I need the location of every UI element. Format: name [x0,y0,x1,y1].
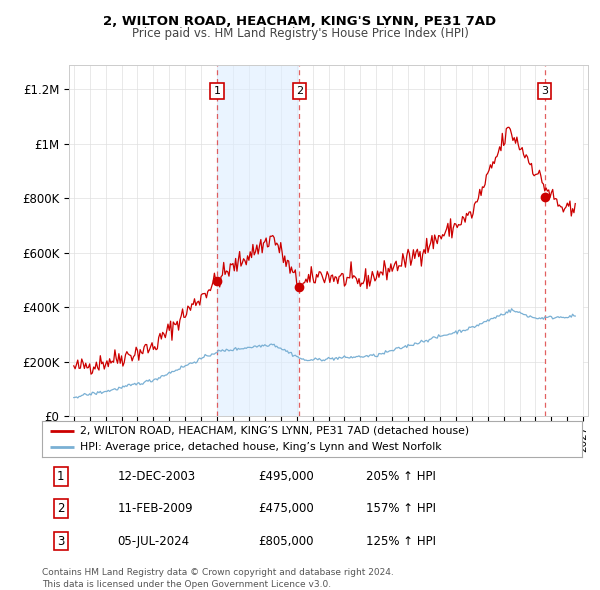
Text: £805,000: £805,000 [258,535,314,548]
Text: 157% ↑ HPI: 157% ↑ HPI [366,502,436,516]
Text: £475,000: £475,000 [258,502,314,516]
Text: 05-JUL-2024: 05-JUL-2024 [118,535,190,548]
Text: 125% ↑ HPI: 125% ↑ HPI [366,535,436,548]
Bar [545,65,583,416]
Text: 3: 3 [57,535,65,548]
Text: 1: 1 [57,470,65,483]
Text: 205% ↑ HPI: 205% ↑ HPI [366,470,436,483]
Bar [545,65,583,416]
Text: 1: 1 [214,86,221,96]
Text: £495,000: £495,000 [258,470,314,483]
Text: 3: 3 [541,86,548,96]
Text: Contains HM Land Registry data © Crown copyright and database right 2024.
This d: Contains HM Land Registry data © Crown c… [42,568,394,589]
Text: 2, WILTON ROAD, HEACHAM, KING’S LYNN, PE31 7AD (detached house): 2, WILTON ROAD, HEACHAM, KING’S LYNN, PE… [80,425,469,435]
Text: 11-FEB-2009: 11-FEB-2009 [118,502,193,516]
Text: 2, WILTON ROAD, HEACHAM, KING'S LYNN, PE31 7AD: 2, WILTON ROAD, HEACHAM, KING'S LYNN, PE… [103,15,497,28]
Text: HPI: Average price, detached house, King’s Lynn and West Norfolk: HPI: Average price, detached house, King… [80,442,442,453]
Text: 2: 2 [57,502,65,516]
Text: 12-DEC-2003: 12-DEC-2003 [118,470,196,483]
Bar [217,65,299,416]
Text: 2: 2 [296,86,303,96]
Text: Price paid vs. HM Land Registry's House Price Index (HPI): Price paid vs. HM Land Registry's House … [131,27,469,40]
